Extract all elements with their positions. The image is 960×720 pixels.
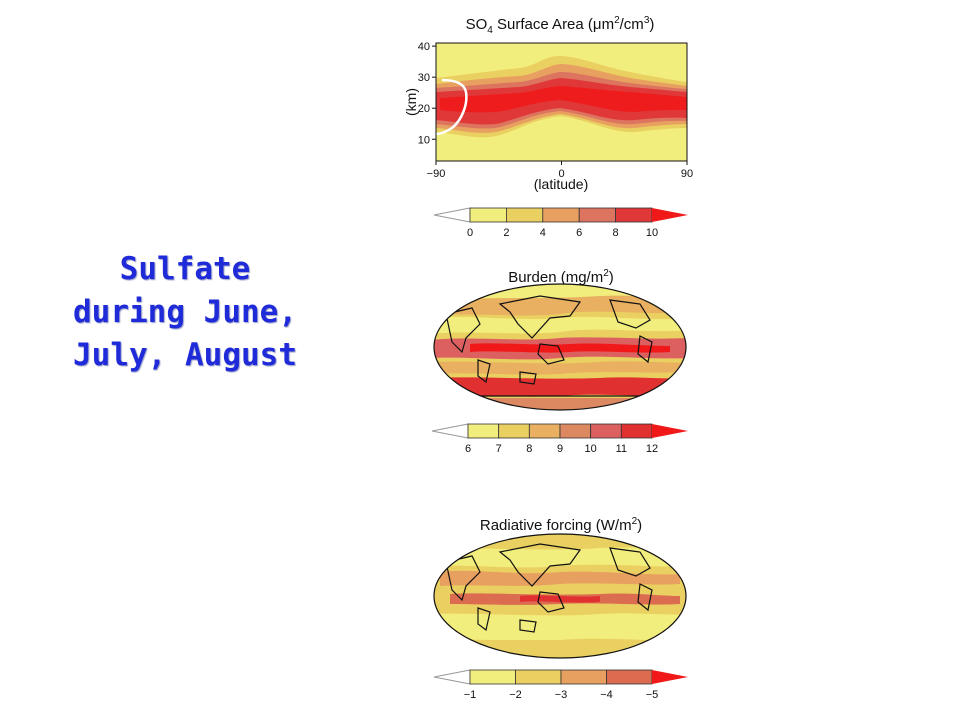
burden-colorbar-tick-label: 10	[585, 443, 597, 455]
burden-colorbar-high-arrow	[652, 424, 688, 438]
forcing-colorbar-tick-label: −5	[646, 689, 659, 701]
so4-x-axis-label: (latitude)	[534, 176, 588, 192]
slide-title-line-1: Sulfate	[119, 251, 251, 287]
so4-y-axis-label: (km)	[403, 88, 419, 116]
forcing-colorbar-tick-label: −4	[600, 689, 613, 701]
so4-colorbar-tick-label: 6	[576, 227, 582, 239]
burden-colorbar-tick-label: 12	[646, 443, 658, 455]
so4-y-tick-label: 40	[418, 41, 430, 53]
so4-colorbar-swatch	[469, 207, 507, 223]
burden-colorbar-tick-label: 6	[465, 443, 471, 455]
so4-colorbar-tick-label: 2	[503, 227, 509, 239]
burden-colorbar-tick-label: 7	[496, 443, 502, 455]
so4-colorbar-swatch	[578, 207, 617, 223]
so4-x-tick-label: 90	[681, 168, 693, 180]
so4-colorbar-low-arrow	[433, 207, 471, 223]
burden-colorbar-swatch	[590, 423, 622, 439]
burden-colorbar-swatch	[620, 423, 653, 439]
slide-title-block: Sulfate during June, July, August	[40, 248, 330, 377]
burden-colorbar: 6 7 8 9 10 11 12	[431, 423, 688, 455]
burden-colorbar-swatch	[498, 423, 530, 439]
burden-contour-field	[434, 284, 686, 410]
burden-colorbar-tick-label: 11	[616, 443, 627, 455]
so4-surface-area-chart: SO4 Surface Area (μm2/cm3) −90 0 90 10 20 30 4…	[403, 15, 693, 192]
radiative-forcing-map-chart: Radiative forcing (W/m2)	[433, 516, 687, 659]
so4-colorbar-tick-label: 10	[646, 227, 658, 239]
so4-chart-title: SO4 Surface Area (μm2/cm3)	[466, 15, 655, 36]
burden-chart-title: Burden (mg/m2)	[508, 268, 614, 286]
forcing-chart-title: Radiative forcing (W/m2)	[480, 516, 642, 534]
so4-colorbar-swatch	[615, 207, 653, 223]
forcing-colorbar-swatch	[606, 669, 653, 685]
burden-colorbar-tick-label: 9	[557, 443, 563, 455]
forcing-colorbar-swatch	[560, 669, 607, 685]
burden-colorbar-low-arrow	[431, 423, 469, 439]
forcing-colorbar-tick-label: −1	[464, 689, 477, 701]
burden-map-chart: Burden (mg/m2)	[433, 268, 687, 411]
so4-colorbar-swatch	[505, 207, 544, 223]
so4-colorbar-swatch	[542, 207, 580, 223]
so4-colorbar: 0 2 4 6 8 10	[433, 207, 688, 239]
so4-y-tick-label: 20	[418, 103, 430, 115]
so4-y-tick-label: 10	[418, 134, 430, 146]
burden-colorbar-swatch	[528, 423, 561, 439]
forcing-colorbar-tick-label: −3	[555, 689, 568, 701]
so4-x-tick-label: −90	[427, 168, 446, 180]
so4-x-tick-label: 0	[558, 168, 564, 180]
forcing-contour-field	[434, 534, 686, 658]
forcing-colorbar-low-arrow	[433, 669, 471, 685]
so4-contour-field	[436, 43, 687, 161]
forcing-colorbar-tick-label: −2	[509, 689, 522, 701]
forcing-colorbar-swatch	[515, 669, 562, 685]
so4-colorbar-high-arrow	[652, 208, 688, 222]
slide-title-line-2: during June,	[73, 294, 297, 330]
forcing-colorbar-swatch	[469, 669, 516, 685]
slide-title-line-3: July, August	[73, 337, 297, 373]
so4-colorbar-tick-label: 0	[467, 227, 473, 239]
so4-axes: −90 0 90 10 20 30 40	[418, 41, 693, 180]
burden-colorbar-swatch	[559, 423, 592, 439]
burden-colorbar-tick-label: 8	[526, 443, 532, 455]
burden-colorbar-swatch	[467, 423, 500, 439]
forcing-colorbar-high-arrow	[652, 670, 688, 684]
so4-y-tick-label: 30	[418, 72, 430, 84]
forcing-colorbar: −1 −2 −3 −4 −5	[433, 669, 688, 701]
so4-colorbar-tick-label: 8	[613, 227, 619, 239]
so4-colorbar-tick-label: 4	[540, 227, 546, 239]
